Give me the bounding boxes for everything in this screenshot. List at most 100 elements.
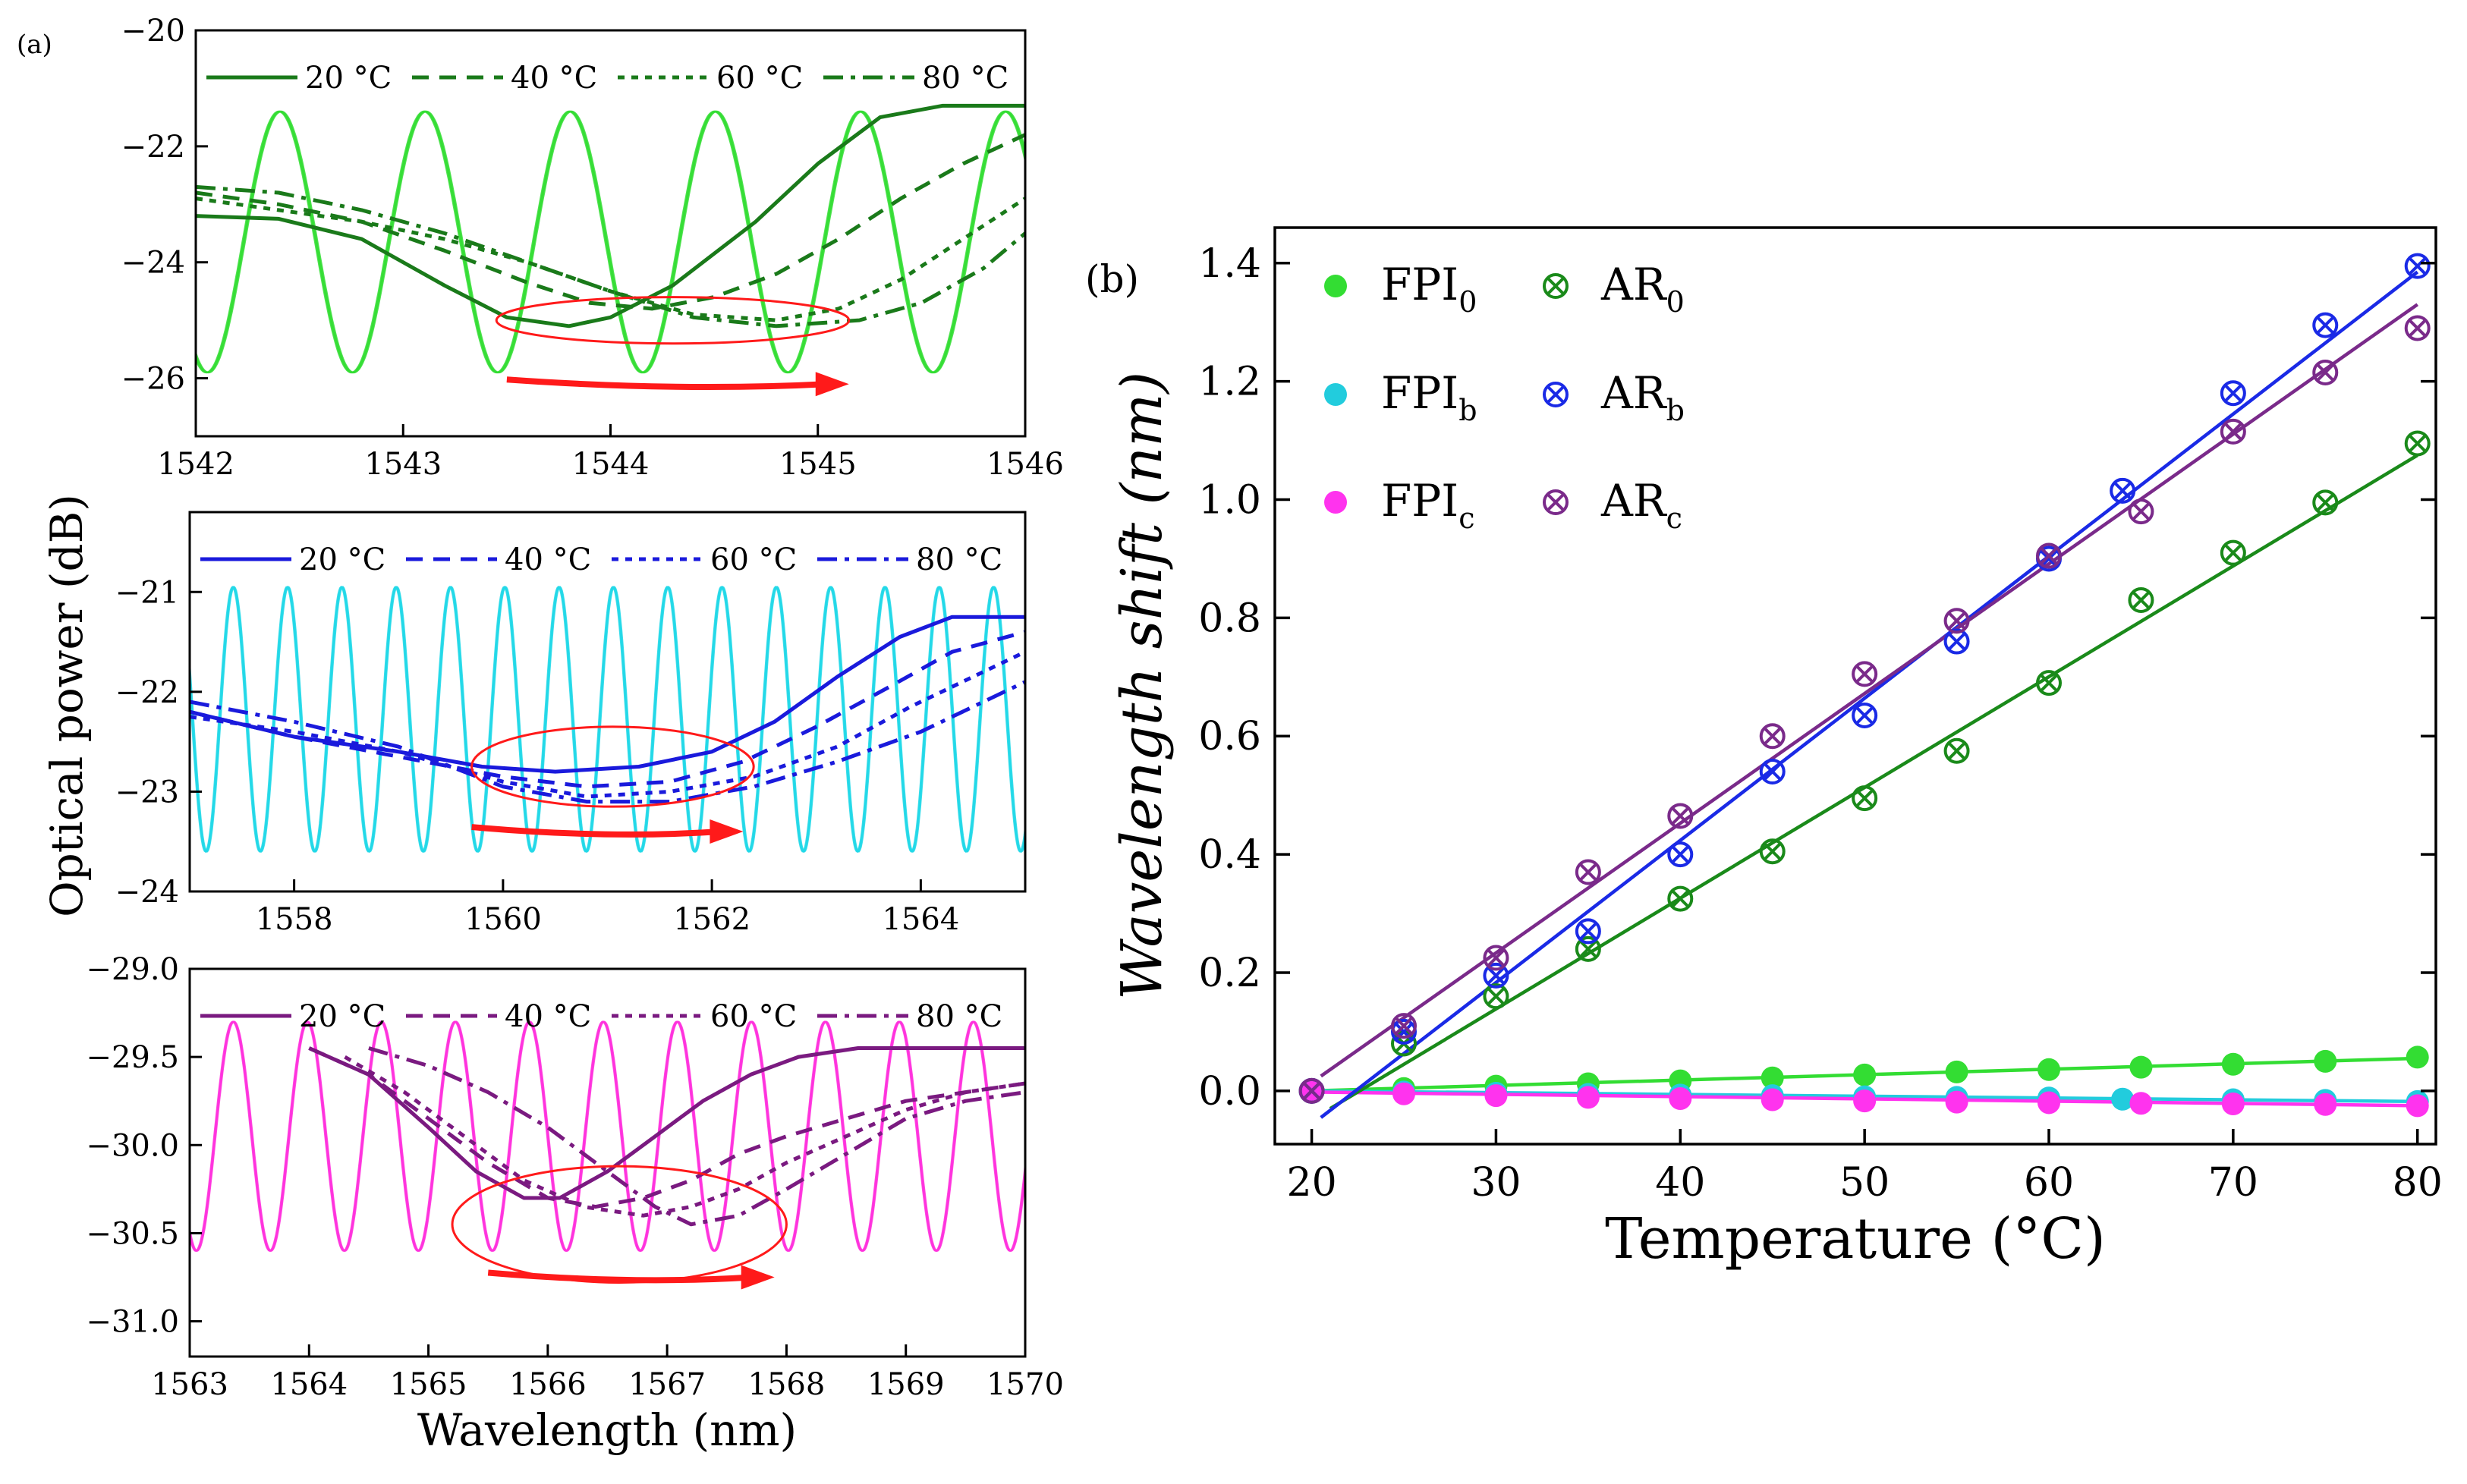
data-point-ARc (2404, 315, 2431, 341)
plot-area (190, 586, 1025, 853)
data-point-FPIc (2129, 1092, 2153, 1115)
fpi-fringe-line (196, 110, 1025, 374)
y-tick-label: −22 (121, 130, 185, 165)
data-point-ARc (1852, 661, 1878, 687)
x-tick-label: 50 (1839, 1160, 1890, 1206)
data-point-ARb (2404, 253, 2431, 279)
marker-ring (2404, 253, 2431, 279)
marker-cross (1578, 939, 1598, 959)
ar-series-line (308, 1046, 1025, 1200)
marker-cross (2408, 256, 2427, 275)
data-point-ARc (1943, 608, 1970, 634)
data-point-ARb (1575, 918, 1601, 945)
data-point-FPIc (1945, 1090, 1968, 1114)
ar-series-line (196, 103, 1025, 329)
data-point-FPIc (1392, 1082, 1415, 1105)
marker-ring (1483, 962, 1509, 989)
marker-ring (2110, 477, 2136, 504)
marker-cross (1671, 889, 1690, 908)
x-tick-label: 1560 (464, 902, 542, 937)
x-tick-label: 1564 (270, 1367, 348, 1402)
data-point-ARb (2220, 380, 2246, 407)
legend-label: 20 °C (305, 61, 392, 96)
x-tick-label: 60 (2024, 1160, 2074, 1206)
data-point-AR0 (2220, 539, 2246, 566)
data-point-ARc (2312, 359, 2339, 385)
marker-cross (1671, 844, 1690, 864)
marker-ring (1943, 608, 1970, 634)
y-tick-label: −20 (121, 14, 185, 49)
panel-a-middle-chart: 1558 1560 1562 1564 −21 −22 −23 −24 20 °C 40 °C 60… (41, 494, 1027, 937)
marker-cross (1578, 922, 1598, 941)
data-point-AR0 (1483, 983, 1509, 1010)
y-tick-label: −24 (115, 875, 179, 910)
data-point-ARc (2220, 418, 2246, 445)
ar-series-line (190, 649, 1025, 799)
y-tick-label: −30.5 (86, 1216, 179, 1251)
data-point-FPI0 (2037, 1058, 2060, 1081)
x-tick-label: 1570 (986, 1367, 1064, 1402)
marker-cross (1546, 492, 1565, 512)
data-point-FPIc (1484, 1084, 1508, 1108)
marker-cross (2316, 316, 2335, 335)
y-tick-label: −21 (115, 575, 179, 610)
x-tick-label: 1564 (882, 902, 959, 937)
x-tick-label: 1569 (867, 1367, 945, 1402)
data-point-ARc (1391, 1013, 1417, 1039)
shift-arrow-shaft (487, 1269, 752, 1284)
marker-ring (2404, 315, 2431, 341)
marker-cross (2039, 673, 2059, 693)
marker-ring (1483, 983, 1509, 1010)
legend-marker (1324, 491, 1347, 514)
marker-cross (2132, 501, 2151, 521)
marker-cross (1947, 632, 1966, 651)
marker-ring (2220, 418, 2246, 445)
marker-ring (1759, 759, 1786, 785)
y-tick-label: −22 (115, 675, 179, 710)
marker-ring (1575, 918, 1601, 945)
marker-cross (1487, 986, 1506, 1006)
x-tick-label: 1543 (364, 447, 442, 482)
legend-label: ARc (1600, 475, 1682, 535)
data-point-FPI0 (1945, 1060, 1968, 1083)
legend-label: 80 °C (916, 542, 1002, 577)
panel-a-bottom-chart: 1563 1564 1565 1566 1567 1568 1569 1570 −29.0 −29… (86, 952, 1063, 1456)
marker-ring (2312, 359, 2339, 385)
legend-label: ARb (1600, 367, 1685, 427)
marker-cross (1763, 842, 1782, 861)
y-tick-label: 1.2 (1198, 360, 1261, 405)
y-axis-label: Optical power (dB) (41, 494, 93, 917)
data-point-FPIc (2406, 1094, 2429, 1118)
marker-cross (2223, 422, 2243, 442)
data-point-FPI0 (2314, 1049, 2337, 1073)
legend-label: 80 °C (916, 999, 1002, 1034)
marker-ring (2220, 539, 2246, 566)
shift-arrow-head (710, 819, 744, 844)
data-point-ARb (1759, 759, 1786, 785)
legend-marker (1324, 275, 1347, 297)
y-tick-label: −24 (121, 246, 185, 281)
data-point-FPIc (1853, 1089, 1877, 1113)
ar-series-line (190, 630, 1025, 789)
data-point-AR0 (2404, 430, 2431, 457)
marker-cross (2316, 363, 2335, 382)
marker-cross (2316, 493, 2335, 512)
ar-series-line (308, 1046, 1025, 1209)
legend-marker (1543, 382, 1569, 407)
fpi-fringe-line (196, 110, 1025, 374)
panel-a-top-chart: 1542 1543 1544 1545 1546 −20 −22 −24 −26 20 °C 40 … (17, 14, 1064, 482)
panel-label-a: (a) (17, 30, 52, 60)
x-tick-label: 1563 (151, 1367, 228, 1402)
x-tick-label: 1567 (628, 1367, 706, 1402)
fpi-fringe-line (190, 1020, 1025, 1252)
shift-arrow-shaft (506, 376, 826, 391)
data-point-ARc (1298, 1077, 1325, 1104)
marker-ring (1543, 382, 1569, 407)
fpi-fringe-line (190, 586, 1025, 853)
marker-cross (1671, 806, 1690, 825)
y-tick-label: −29.5 (86, 1040, 179, 1075)
data-point-AR0 (2312, 489, 2339, 516)
ar-series-line (368, 1046, 1025, 1227)
data-point-ARc (2036, 542, 2062, 569)
marker-cross (2223, 384, 2243, 403)
